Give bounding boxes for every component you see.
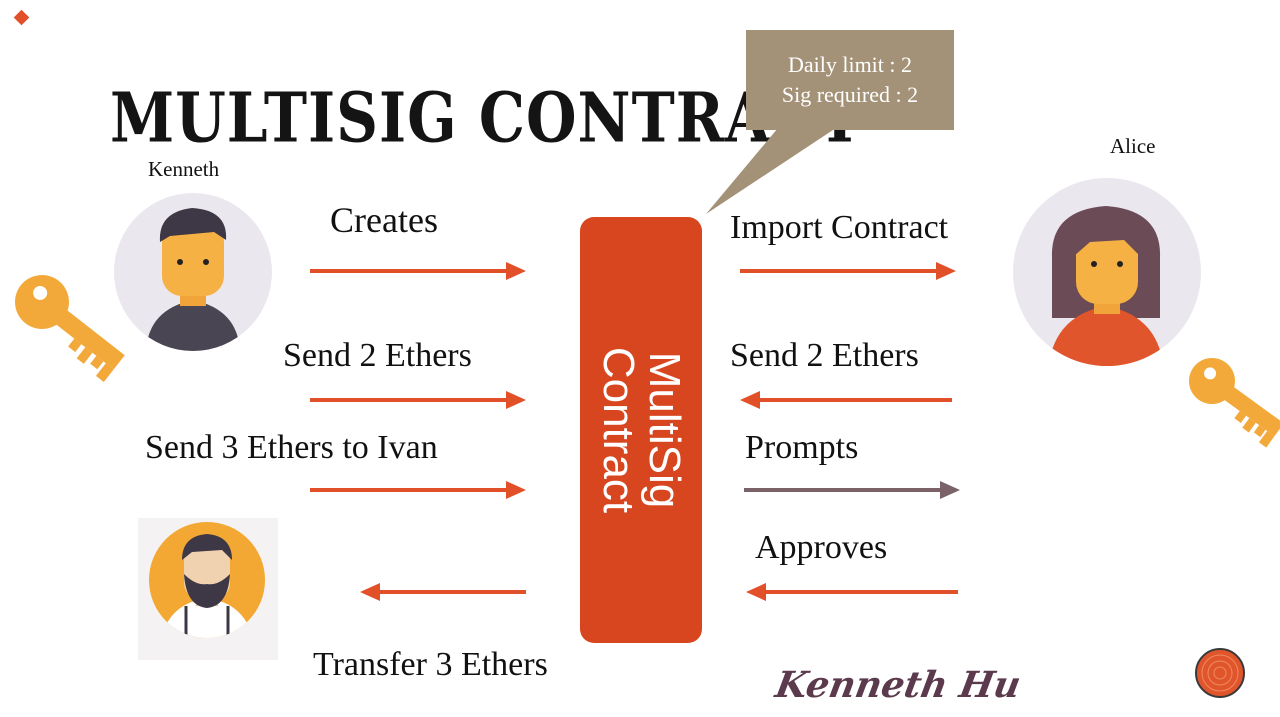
kenneth-avatar [114,193,272,351]
arrow-transfer-3 [360,583,526,601]
contract-settings-callout: Daily limit : 2 Sig required : 2 [746,30,954,130]
arrow-send-2-left [310,391,526,409]
multisig-contract-block: MultiSig Contract [580,217,702,643]
contract-label-line2: Contract [594,346,643,514]
arrow-creates [310,262,526,280]
send-2-ethers-left-label: Send 2 Ethers [283,337,472,374]
arrow-send-2-right [740,391,952,409]
kenneth-label: Kenneth [148,157,220,181]
contract-label: MultiSig Contract [594,346,690,514]
creates-label: Creates [330,200,438,240]
send-2-ethers-right-label: Send 2 Ethers [730,337,919,374]
daily-limit-text: Daily limit : 2 [787,52,913,78]
transfer-3-ethers-label: Transfer 3 Ethers [313,646,548,683]
contract-label-line1: MultiSig [640,351,690,509]
author-signature: Kenneth Hu [772,664,1024,706]
arrow-import-contract [740,262,956,280]
import-contract-label: Import Contract [730,209,949,246]
kenneth-key-icon [15,275,125,383]
arrow-approves [746,583,958,601]
arrow-send-3-ivan [310,481,526,499]
send-3-ethers-ivan-label: Send 3 Ethers to Ivan [145,429,438,466]
slide-title: MULTISIG CONTRACT [110,78,863,159]
sig-required-text: Sig required : 2 [781,82,919,107]
ivan-avatar [138,518,278,660]
alice-label: Alice [1110,134,1156,158]
alice-avatar [1013,178,1201,366]
arrow-prompts [744,481,960,499]
alice-key-icon [1189,358,1280,448]
next-slide-button[interactable] [1195,648,1245,698]
prompts-label: Prompts [745,429,859,466]
callout-tail [706,128,836,214]
approves-label: Approves [755,529,888,566]
